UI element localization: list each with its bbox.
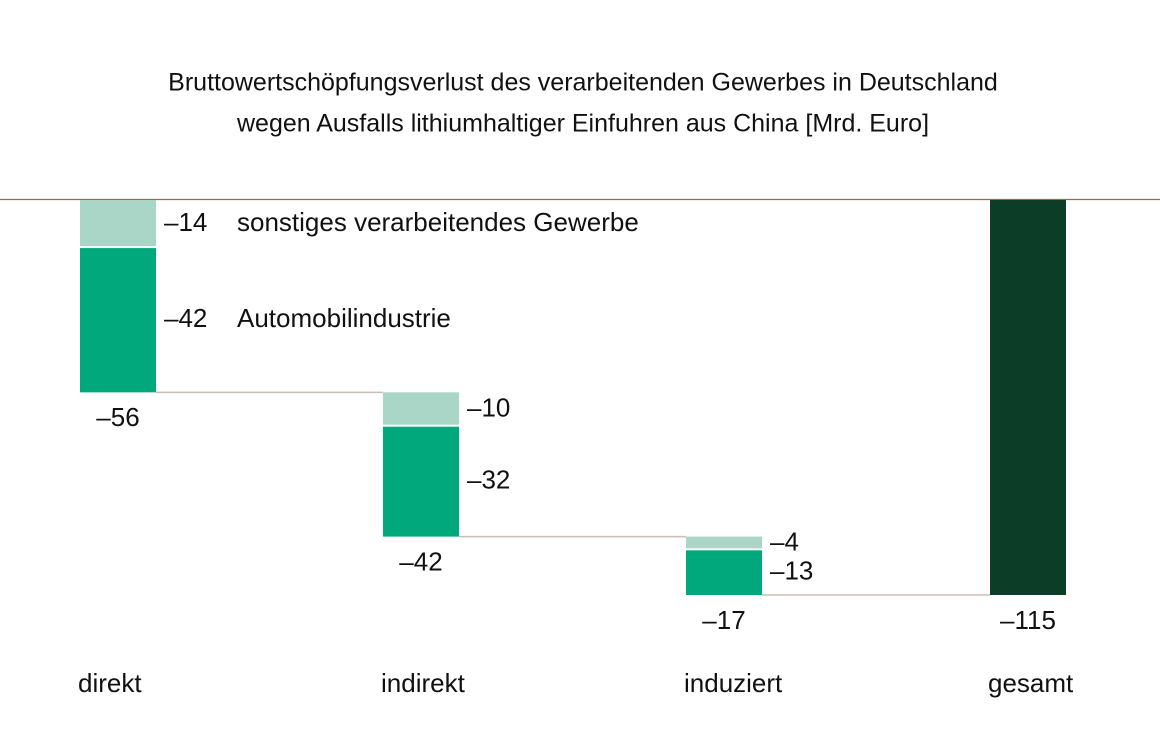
bar-segment — [686, 550, 762, 595]
x-tick-label: gesamt — [988, 668, 1074, 698]
total-label: –115 — [1000, 605, 1056, 635]
chart-title: wegen Ausfalls lithiumhaltiger Einfuhren… — [236, 110, 929, 138]
total-label: –42 — [399, 546, 442, 576]
x-tick-label: direkt — [78, 668, 142, 698]
bar-segment — [80, 248, 156, 393]
data-label: –4 — [770, 526, 799, 556]
x-tick-label: indirekt — [381, 668, 466, 698]
bar-segment — [80, 200, 156, 247]
bar-segment — [686, 536, 762, 549]
bar — [990, 200, 1066, 595]
total-label: –56 — [96, 402, 139, 432]
chart-title: Bruttowertschöpfungsverlust des verarbei… — [168, 69, 998, 97]
series-label: sonstiges verarbeitendes Gewerbe — [237, 207, 639, 237]
data-label: –14 — [164, 207, 207, 237]
data-label: –10 — [467, 392, 510, 422]
x-tick-label: induziert — [684, 668, 783, 698]
bar-segment — [383, 426, 459, 537]
data-label: –13 — [770, 556, 813, 586]
total-label: –17 — [702, 605, 745, 635]
data-label: –32 — [467, 465, 510, 495]
data-label: –42 — [164, 303, 207, 333]
bar-segment — [383, 392, 459, 425]
series-label: Automobilindustrie — [237, 303, 451, 333]
